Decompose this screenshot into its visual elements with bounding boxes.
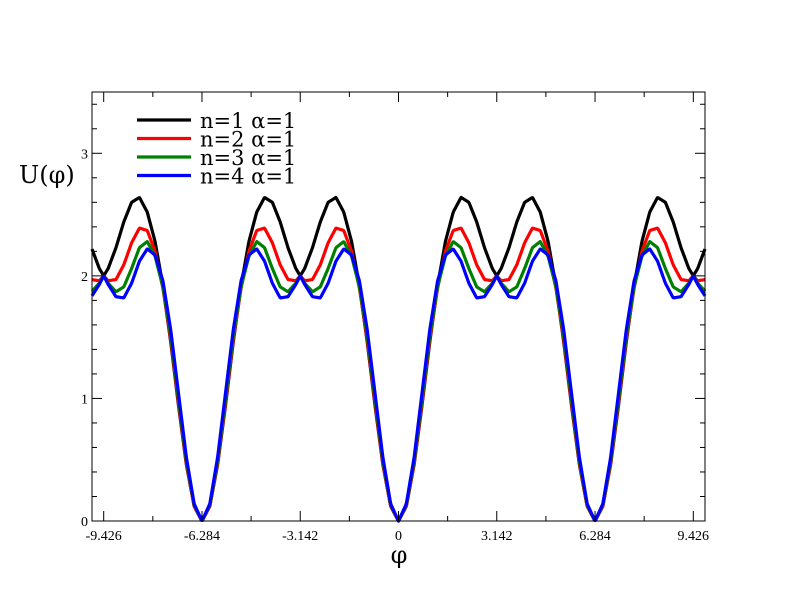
legend-label-3: n=3 α=1 [200,146,296,170]
legend-label-1: n=1 α=1 [200,109,296,133]
legend: n=1 α=1n=2 α=1n=3 α=1n=4 α=1 [137,109,296,189]
y-axis-title: U(φ) [19,161,75,189]
legend-label-2: n=2 α=1 [200,128,296,152]
x-tick-label: 0 [395,529,402,544]
x-axis-title: φ [391,541,408,569]
y-tick-label: 2 [81,270,88,285]
legend-label-4: n=4 α=1 [200,165,296,189]
y-tick-label: 0 [81,515,88,530]
x-tick-label: 6.284 [579,529,611,544]
y-tick-label: 1 [81,392,88,407]
x-tick-label: -3.142 [282,529,318,544]
x-tick-label: 3.142 [481,529,513,544]
tick-layer: -9.426 -6.284 -3.142 0 3.142 6.284 9.426 0 1 2 3 [81,92,709,544]
x-tick-label: 9.426 [678,529,710,544]
x-tick-label: -9.426 [86,529,122,544]
y-tick-label: 3 [81,147,88,162]
x-tick-label: -6.284 [184,529,220,544]
